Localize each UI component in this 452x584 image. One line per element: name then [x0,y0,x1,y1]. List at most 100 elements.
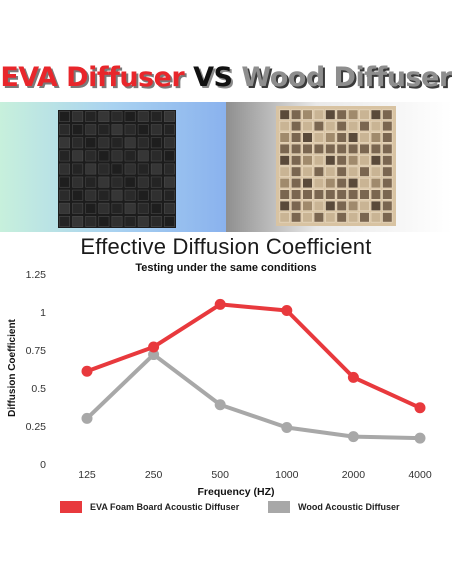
eva-panel-cell [124,137,136,149]
wood-panel-well [290,132,302,143]
eva-panel-cell [72,124,84,136]
eva-panel-cell [98,124,110,136]
wood-panel-well [347,189,359,200]
data-point [281,422,293,434]
eva-panel-cell [72,137,84,149]
x-tick-label: 4000 [408,469,432,481]
wood-panel-well [336,109,347,121]
wood-panel-well [347,177,359,189]
wood-panel-well [359,166,370,177]
data-point [148,341,160,353]
wood-panel-well [382,200,393,212]
eva-panel-cell [72,202,84,214]
eva-panel-cell [59,215,71,227]
wood-panel-well [382,143,393,155]
wood-panel-well [313,166,325,177]
eva-panel-cell [85,215,97,227]
wood-panel-well [347,132,359,143]
wood-panel-well [382,166,393,177]
wood-panel-well [382,155,393,166]
wood-panel-well [370,166,382,177]
wood-panel-well [325,109,336,121]
wood-panel-well [370,155,382,166]
wood-panel-well [279,109,291,121]
eva-panel-cell [59,163,71,175]
wood-panel-well [370,109,382,121]
legend-swatch-eva [60,501,82,513]
wood-panel-well [382,212,393,223]
chart-subtitle: Testing under the same conditions [135,262,317,274]
eva-panel-cell [150,124,162,136]
eva-panel-cell [72,176,84,188]
wood-panel-well [290,177,302,189]
wood-panel-well [359,120,370,132]
eva-panel-cell [163,202,175,214]
eva-panel-cell [59,137,71,149]
eva-panel-cell [137,124,149,136]
wood-panel-well [347,143,359,155]
wood-panel-well [370,212,382,223]
wood-panel-well [279,143,291,155]
eva-panel-cell [85,150,97,162]
eva-panel-cell [124,176,136,188]
eva-panel-cell [124,163,136,175]
wood-panel-well [279,155,291,166]
eva-panel-cell [124,215,136,227]
eva-panel-cell [137,189,149,201]
eva-panel-cell [150,163,162,175]
wood-panel-well [359,155,370,166]
banner-title: EVA Diffuser VS Wood Diffuser [0,62,452,93]
wood-panel-well [359,189,370,200]
legend-item-wood: Wood Acoustic Diffuser [268,500,400,514]
eva-panel-cell [137,176,149,188]
eva-panel-cell [85,202,97,214]
wood-panel-well [279,166,291,177]
data-point [214,399,226,411]
series-line [85,352,422,441]
eva-panel-cell [98,137,110,149]
wood-panel-well [279,120,291,132]
legend-label-eva: EVA Foam Board Acoustic Diffuser [90,502,240,512]
wood-panel-well [290,109,302,121]
eva-panel-cell [124,189,136,201]
eva-panel-cell [163,189,175,201]
wood-panel-well [325,155,336,166]
eva-panel-cell [111,111,123,123]
wood-panel-well [279,200,291,212]
wood-panel-well [347,200,359,212]
wood-panel-well [359,132,370,143]
wood-panel-well [279,132,291,143]
eva-panel-cell [85,189,97,201]
eva-panel-cell [85,124,97,136]
banner-title-eva: EVA Diffuser [0,62,185,93]
chart-title: Effective Diffusion Coefficient [80,234,372,259]
eva-panel-cell [124,124,136,136]
eva-panel-cell [111,215,123,227]
wood-panel-well [302,109,313,121]
y-tick-label: 0 [40,459,46,471]
wood-panel-well [325,212,336,223]
data-point [347,431,359,443]
banner-title-vs: VS [193,62,233,93]
banner-title-wood: Wood Diffuser [241,62,452,93]
eva-panel-cell [59,189,71,201]
y-tick-label: 1.25 [26,269,47,281]
y-axis-ticks: 0 0.25 0.5 0.75 1 1.25 [26,269,47,471]
eva-panel-cell [163,111,175,123]
wood-panel-well [382,189,393,200]
eva-panel-cell [163,163,175,175]
wood-panel-well [313,132,325,143]
series-line [85,302,422,410]
eva-panel-cell [111,150,123,162]
eva-panel-cell [98,215,110,227]
eva-panel-cell [150,215,162,227]
wood-panel-well [347,120,359,132]
wood-panel-well [347,109,359,121]
x-tick-label: 1000 [275,469,299,481]
eva-panel-cell [111,137,123,149]
wood-panel-well [336,155,347,166]
wood-panel-well [359,212,370,223]
eva-panel-cell [98,202,110,214]
eva-panel-cell [137,111,149,123]
eva-panel-cell [150,176,162,188]
